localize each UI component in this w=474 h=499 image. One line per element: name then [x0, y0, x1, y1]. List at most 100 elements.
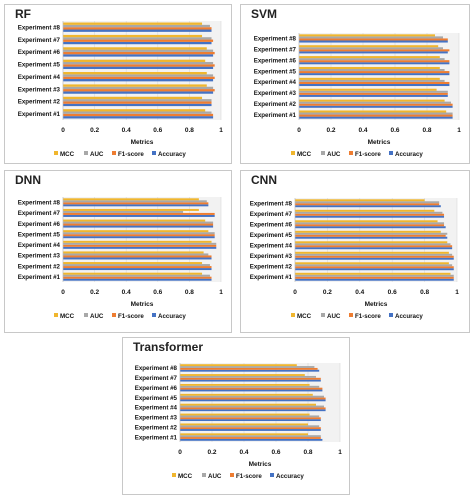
category-label: Experiment #5 — [254, 68, 297, 75]
x-tick-label: 1 — [219, 289, 223, 296]
x-tick-label: 0.8 — [422, 127, 431, 134]
bar — [63, 109, 206, 112]
bar — [63, 49, 214, 52]
bar — [295, 272, 451, 275]
category-label: Experiment #6 — [18, 221, 61, 228]
x-tick-label: 0.2 — [326, 127, 335, 134]
legend-swatch — [202, 473, 206, 477]
bar — [63, 113, 214, 117]
bar — [63, 99, 212, 102]
category-label: Experiment #1 — [250, 274, 293, 281]
bar — [299, 105, 453, 108]
legend-swatch — [389, 313, 393, 317]
category-label: Experiment #8 — [250, 200, 293, 207]
category-label: Experiment #7 — [18, 210, 61, 217]
x-tick-label: 0 — [61, 127, 65, 134]
bar — [63, 34, 203, 38]
bar — [63, 278, 212, 281]
x-tick-label: 0.6 — [271, 449, 280, 456]
legend-swatch — [112, 151, 116, 155]
bar — [63, 89, 215, 92]
x-tick-label: 1 — [455, 289, 459, 296]
category-label: Experiment #7 — [254, 47, 297, 54]
bar — [63, 101, 212, 104]
bar — [63, 79, 214, 82]
bar — [299, 112, 453, 115]
legend-swatch — [152, 313, 156, 317]
bar — [63, 64, 215, 67]
category-label: Experiment #3 — [18, 86, 61, 93]
bar — [180, 367, 318, 370]
bar — [180, 433, 308, 436]
bar — [63, 232, 215, 235]
bar — [299, 77, 440, 80]
legend-label: AUC — [90, 151, 104, 158]
legend-label: AUC — [208, 473, 222, 480]
bar — [180, 429, 321, 431]
bar — [63, 244, 217, 247]
bar — [295, 264, 453, 267]
bar — [295, 215, 445, 218]
bar — [63, 84, 207, 87]
bar — [180, 379, 321, 382]
bar — [299, 69, 445, 72]
bar — [299, 114, 453, 117]
chart-title: SVM — [251, 7, 277, 21]
x-axis-label: Metrics — [131, 139, 154, 146]
bar — [63, 257, 212, 260]
x-axis-label: Metrics — [368, 139, 391, 146]
bar — [63, 91, 214, 94]
category-label: Experiment #1 — [254, 112, 297, 119]
x-tick-label: 0.4 — [358, 127, 367, 134]
legend-label: MCC — [178, 473, 193, 480]
legend-label: Accuracy — [158, 151, 186, 158]
bar — [295, 278, 454, 281]
category-label: Experiment #3 — [254, 90, 297, 97]
bar — [180, 387, 323, 390]
bar — [180, 417, 321, 420]
bar — [63, 66, 214, 69]
category-label: Experiment #5 — [135, 395, 178, 402]
bar — [63, 61, 214, 65]
bar — [295, 220, 438, 223]
x-tick-label: 0.2 — [207, 449, 216, 456]
bar — [295, 234, 446, 237]
category-label: Experiment #6 — [18, 49, 61, 56]
bar — [180, 393, 313, 396]
x-tick-label: 0 — [61, 289, 65, 296]
x-tick-label: 0.4 — [239, 449, 248, 456]
x-tick-label: 0.2 — [90, 289, 99, 296]
legend-label: MCC — [297, 313, 312, 320]
bar — [295, 205, 441, 208]
bar — [299, 45, 439, 48]
bar — [63, 74, 214, 77]
x-tick-label: 0.6 — [153, 289, 162, 296]
bar — [63, 72, 207, 75]
category-label: Experiment #2 — [254, 101, 297, 108]
bar — [299, 88, 437, 91]
bar — [63, 225, 214, 228]
x-tick-label: 0.4 — [122, 127, 131, 134]
legend-label: F1-score — [355, 313, 381, 320]
chart-rf: RF 0 0.2 0.4 0.6 0.8 1 Experiment #1 Experiment … — [15, 7, 223, 158]
category-label: Experiment #8 — [254, 36, 297, 43]
bar — [180, 423, 308, 426]
bar — [63, 240, 212, 243]
bar — [63, 253, 209, 256]
bar — [299, 40, 448, 43]
x-axis-label: Metrics — [365, 301, 388, 308]
bar — [299, 90, 448, 93]
chart-transformer: Transformer 0 0.2 0.4 0.6 0.8 1 Experiment #1 Ex… — [133, 340, 342, 480]
chart-title: DNN — [15, 173, 41, 187]
category-label: Experiment #2 — [18, 99, 61, 106]
bar — [295, 262, 449, 265]
bar — [299, 66, 440, 70]
category-label: Experiment #8 — [18, 24, 61, 31]
category-label: Experiment #4 — [18, 242, 61, 249]
bar — [63, 264, 210, 267]
chart-title: Transformer — [133, 340, 203, 354]
legend-swatch — [112, 313, 116, 317]
bar — [180, 403, 316, 406]
bar — [63, 230, 209, 233]
legend-swatch — [389, 151, 393, 155]
